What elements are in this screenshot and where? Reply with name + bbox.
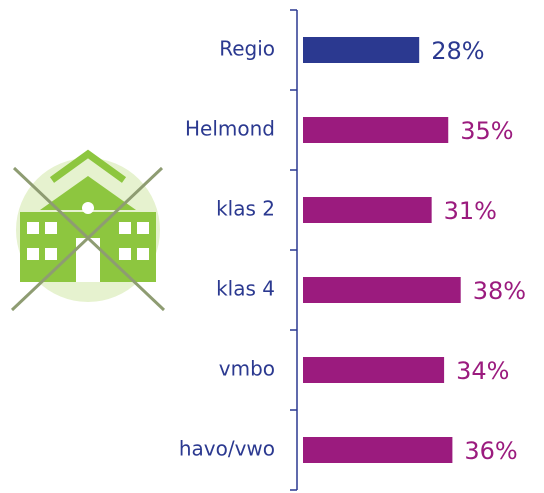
value-label: 36% <box>464 437 517 465</box>
value-label: 35% <box>460 117 513 145</box>
bar <box>303 117 449 143</box>
icon-cross <box>10 166 164 312</box>
category-label: havo/vwo <box>179 437 275 461</box>
bar <box>303 197 432 223</box>
school-icon <box>10 149 166 312</box>
value-label: 34% <box>456 357 509 385</box>
bar <box>303 277 461 303</box>
bar <box>303 357 445 383</box>
value-label: 28% <box>431 37 484 65</box>
category-label: vmbo <box>219 357 275 381</box>
icon-roof-line <box>49 149 127 183</box>
category-label: Helmond <box>185 117 275 141</box>
category-label: Regio <box>219 37 275 61</box>
value-label: 38% <box>473 277 526 305</box>
category-label: klas 4 <box>216 277 275 301</box>
category-label: klas 2 <box>216 197 275 221</box>
bar <box>303 437 453 463</box>
icon-clock <box>82 202 94 214</box>
value-label: 31% <box>444 197 497 225</box>
bar <box>303 37 420 63</box>
icon-roof <box>40 176 136 210</box>
